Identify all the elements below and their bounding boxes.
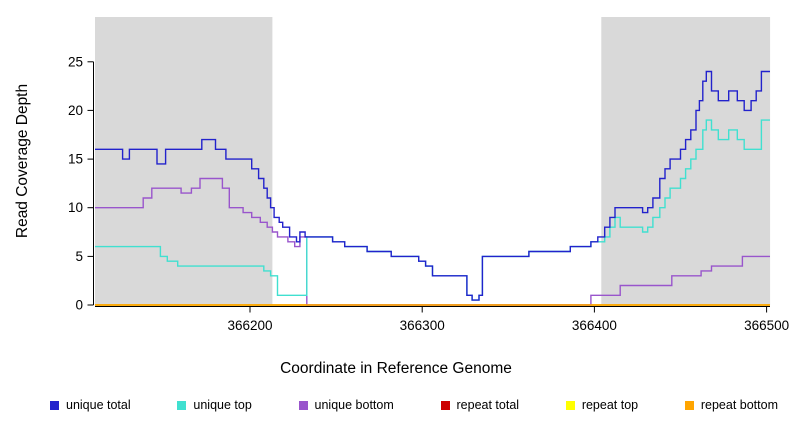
legend-swatch-icon	[684, 400, 694, 410]
y-tick-label: 5	[75, 249, 83, 264]
y-tick-label: 25	[68, 54, 83, 69]
y-tick-label: 10	[68, 200, 83, 215]
series-unique-total	[95, 70, 770, 301]
legend-item-unique-total: unique total	[50, 398, 131, 412]
series-unique-bottom	[95, 177, 770, 306]
legend: unique total unique top unique bottom repea…	[0, 398, 792, 412]
x-tick-label: 366300	[400, 318, 445, 333]
chart-svg: 366200 366300 366400 366500 0 5 10 15 20 25	[68, 17, 789, 333]
legend-item-unique-bottom: unique bottom	[298, 398, 394, 412]
legend-label: unique bottom	[314, 398, 394, 412]
legend-swatch-icon	[565, 400, 575, 410]
y-tick-label: 0	[75, 298, 83, 313]
legend-item-repeat-total: repeat total	[440, 398, 520, 412]
legend-swatch-icon	[298, 400, 308, 410]
legend-label: unique top	[193, 398, 252, 412]
y-axis-title: Read Coverage Depth	[14, 83, 31, 239]
legend-label: repeat total	[456, 398, 520, 412]
shaded-region	[601, 17, 771, 305]
x-tick-label: 366400	[572, 318, 617, 333]
legend-item-repeat-bottom: repeat bottom	[684, 398, 778, 412]
x-axis-title: Coordinate in Reference Genome	[280, 360, 512, 377]
legend-label: unique total	[66, 398, 131, 412]
y-tick-label: 20	[68, 103, 83, 118]
legend-item-unique-top: unique top	[177, 398, 252, 412]
legend-label: repeat bottom	[700, 398, 778, 412]
x-tick-label: 366200	[227, 318, 272, 333]
x-tick-label: 366500	[744, 318, 789, 333]
legend-swatch-icon	[177, 400, 187, 410]
y-tick-label: 15	[68, 152, 83, 167]
legend-swatch-icon	[50, 400, 59, 410]
legend-label: repeat top	[581, 398, 639, 412]
shaded-region	[95, 17, 273, 305]
legend-swatch-icon	[440, 400, 450, 410]
legend-item-repeat-top: repeat top	[565, 398, 639, 412]
